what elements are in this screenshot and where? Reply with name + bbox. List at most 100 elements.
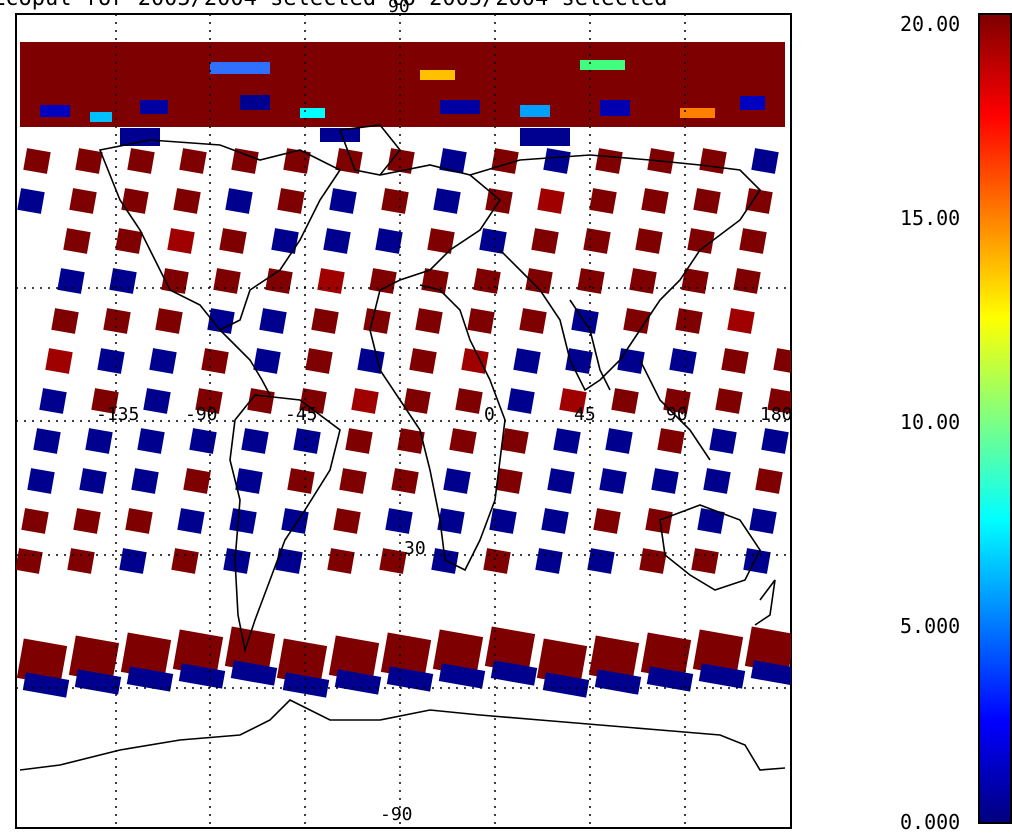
colorbar-tick-15: 15.00 [900,206,961,230]
colorbar-tick-5: 5.000 [900,614,961,638]
swath-tile [149,348,177,374]
swath-tile [379,548,407,574]
swath-tile [109,268,137,294]
lon-label-minus-90: -90 [185,404,218,425]
swath-tile [391,468,419,494]
swath-tile [97,348,125,374]
swath-tile [327,548,355,574]
swath-tile [75,148,103,174]
swath-tile [467,308,495,334]
gridlines [16,14,791,828]
antarctic-tile [542,672,590,698]
swath-tile [275,548,303,574]
swath-tile [195,388,223,414]
swath-tile [241,428,269,454]
swath-tile [409,348,437,374]
antarctic-tile [386,666,434,692]
arctic-noise [40,60,765,146]
swath-tile [745,188,773,214]
lat-label-30: 30 [404,538,426,559]
swath-tile [589,188,617,214]
coastlines [19,124,786,771]
swath-tile [155,308,183,334]
swath-tile [611,388,639,414]
swath-tile [79,468,107,494]
swath-tile [583,228,611,254]
swath-tile [179,148,207,174]
swath-tile [749,508,777,534]
swath-tile [657,428,685,454]
map-title: Lcopul for 2005/2004 selected to 2005/20… [0,0,668,11]
swath-tile [329,188,357,214]
swath-tile [115,228,143,254]
swath-tile [433,188,461,214]
swath-tile [357,348,385,374]
swath-tile [473,268,501,294]
swath-tile [91,388,119,414]
swath-tile [219,228,247,254]
antarctic-tile [490,660,538,686]
swath-tile [385,508,413,534]
swath-tile [39,388,67,414]
swath-tile [761,428,789,454]
swath-tile [743,548,771,574]
swath-tile [207,308,235,334]
swath-tile [593,508,621,534]
antarctic-tile [178,663,226,689]
swath-tile [23,148,51,174]
swath-tile [137,428,165,454]
lon-label-180: 180 [760,404,793,425]
colorbar-tick-20: 20.00 [900,12,961,36]
swath-tile [229,508,257,534]
colorbar [978,13,1012,824]
swath-tile [299,388,327,414]
swath-tile [27,468,55,494]
swath-tile [535,548,563,574]
swath-tile [519,308,547,334]
swath-tile [171,548,199,574]
lon-label-0: 0 [484,404,495,425]
swath-tile [131,468,159,494]
swath-tile [17,188,45,214]
antarctic-tile [126,666,174,692]
swath-tile [305,348,333,374]
swath-tile [189,428,217,454]
colorbar-tick-10: 10.00 [900,410,961,434]
swath-tile [501,428,529,454]
swath-tile [247,388,275,414]
swath-tile [271,228,299,254]
swath-tile [121,188,149,214]
swath-tile [437,508,465,534]
swath-tile [259,308,287,334]
swath-tile [645,508,673,534]
swath-tile [739,228,767,254]
swath-tile [381,188,409,214]
swath-tile [751,148,779,174]
swath-tile [577,268,605,294]
antarctic-tile [230,660,278,686]
swath-tile [495,468,523,494]
swath-tile [69,188,97,214]
swath-tile [733,268,761,294]
swath-tile [687,228,715,254]
swath-tile [427,228,455,254]
swath-tile [537,188,565,214]
swath-tile [235,468,263,494]
swath-tile [33,428,61,454]
swath-tile [73,508,101,534]
swath-tile [443,468,471,494]
swath-tile [675,308,703,334]
swath-tile [177,508,205,534]
swath-tile [691,548,719,574]
swath-tile [277,188,305,214]
swath-tile [455,388,483,414]
swath-tile [363,308,391,334]
lon-label-45: 45 [574,404,596,425]
swath-tile [403,388,431,414]
swath-tile [693,188,721,214]
swath-tile [253,348,281,374]
swath-tile [641,188,669,214]
swath-tile [663,388,691,414]
swath-tile [461,348,489,374]
swath-tile [231,148,259,174]
